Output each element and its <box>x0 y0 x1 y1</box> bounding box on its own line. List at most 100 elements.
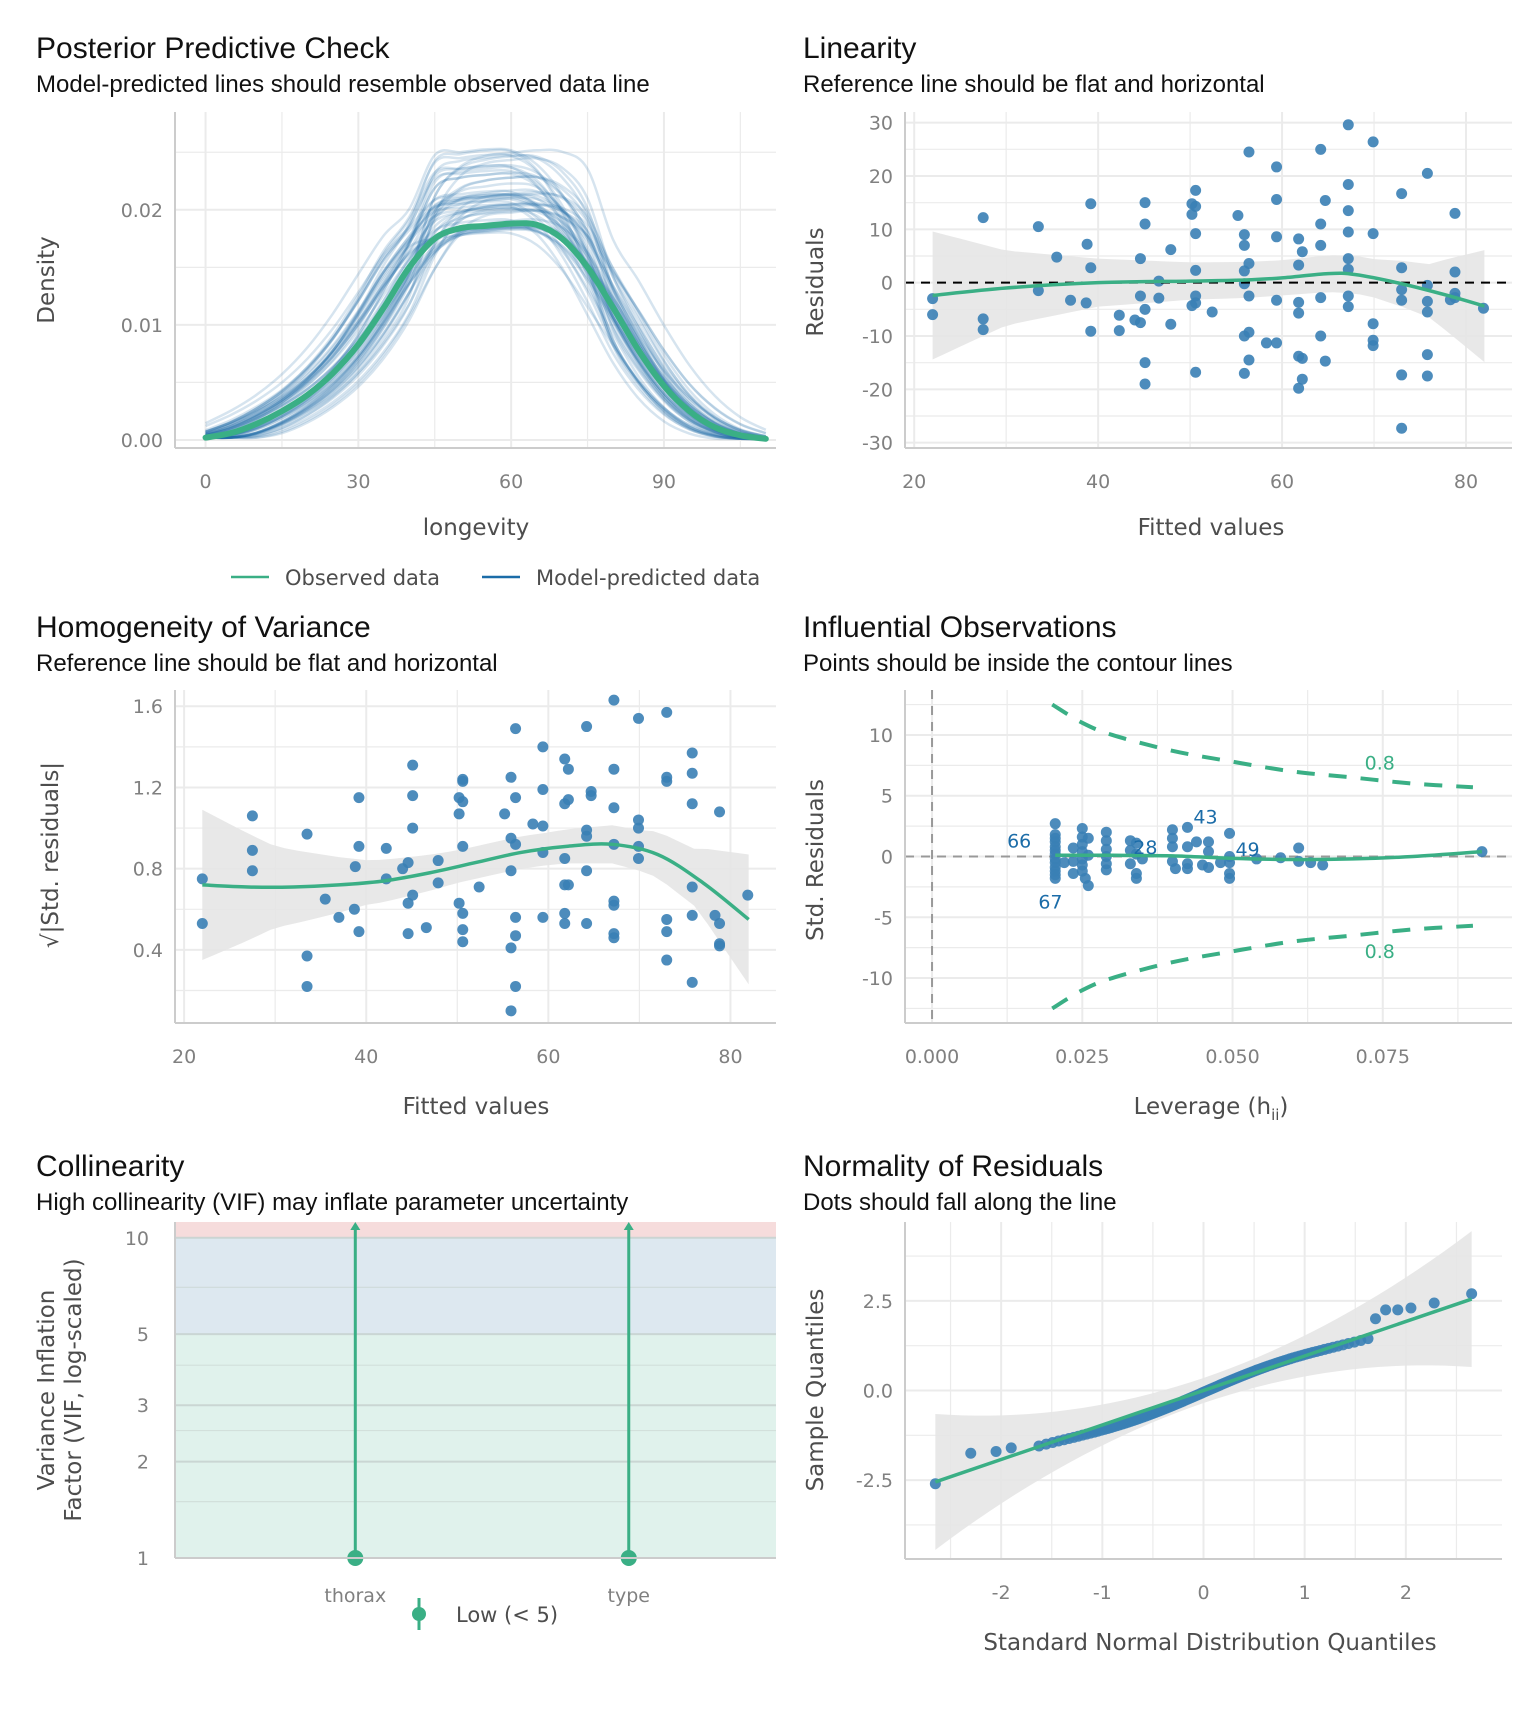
residual-point <box>510 980 522 992</box>
residual-point <box>407 889 419 901</box>
predicted-density-line <box>205 203 766 441</box>
panel-subtitle: Model-predicted lines should resemble ob… <box>36 71 650 98</box>
residual-point <box>661 706 673 718</box>
cook-contour-lower <box>1051 923 1474 1011</box>
confidence-band <box>202 809 749 985</box>
residual-point <box>632 853 644 865</box>
residual-point <box>301 828 313 840</box>
residual-point <box>1243 146 1255 158</box>
predicted-density-line <box>205 156 766 440</box>
y-tick-label: 1 <box>137 1548 149 1570</box>
residual-point <box>537 820 549 832</box>
residual-point <box>402 928 414 940</box>
residual-point <box>686 747 698 759</box>
x-axis-label-main: Leverage (h <box>1134 1094 1271 1120</box>
panel-posterior-predictive-check: Posterior Predictive Check Model-predict… <box>34 32 776 590</box>
residual-point <box>1051 251 1063 263</box>
panel-subtitle: Dots should fall along the line <box>803 1189 1117 1216</box>
x-axis-label: Standard Normal Distribution Quantiles <box>983 1630 1436 1656</box>
x-axis-label: Fitted values <box>1138 515 1285 541</box>
residual-point <box>1243 326 1255 338</box>
panel-title: Normality of Residuals <box>803 1150 1103 1183</box>
residual-point <box>1271 161 1283 173</box>
observation-point <box>1293 855 1305 867</box>
qq-reference-line <box>934 1297 1473 1484</box>
residual-point <box>457 924 469 936</box>
residual-point <box>527 818 539 830</box>
residual-point <box>510 838 522 850</box>
quantile-point <box>1370 1313 1382 1325</box>
x-tick-label: 0 <box>1197 1582 1209 1604</box>
residual-point <box>562 879 574 891</box>
observation-point <box>1067 855 1079 867</box>
residual-point <box>1139 197 1151 209</box>
residual-point <box>1190 228 1202 240</box>
marks <box>929 1231 1478 1550</box>
residual-point <box>562 763 574 775</box>
residual-point <box>1421 370 1433 382</box>
residual-point <box>686 881 698 893</box>
residual-point <box>1396 422 1408 434</box>
residual-point <box>246 844 258 856</box>
observation-point <box>1049 818 1061 830</box>
loess-line <box>202 842 750 921</box>
residual-point <box>1139 378 1151 390</box>
predicted-density-line <box>205 207 767 439</box>
y-tick-label: 1.2 <box>133 777 163 799</box>
residual-point <box>608 763 620 775</box>
x-tick-label: 1 <box>1299 1582 1311 1604</box>
residual-point <box>537 741 549 753</box>
observation-point <box>1049 872 1061 884</box>
y-tick-label: -30 <box>862 433 893 455</box>
residual-point <box>353 792 365 804</box>
cook-contour-upper <box>1051 702 1474 790</box>
residual-point <box>407 822 419 834</box>
residual-point <box>1396 284 1408 296</box>
x-tick-label: thorax <box>324 1585 386 1607</box>
predicted-density-line <box>205 202 767 437</box>
y-tick-label: 0.00 <box>121 430 163 452</box>
y-tick-label: 5 <box>137 1324 149 1346</box>
residual-point <box>1139 357 1151 369</box>
observation-point <box>1166 832 1178 844</box>
y-tick-label: 2 <box>137 1452 149 1474</box>
residual-point <box>1243 257 1255 269</box>
residual-point <box>1315 239 1327 251</box>
residual-point <box>473 881 485 893</box>
grid <box>175 1222 776 1558</box>
legend-label-observed: Observed data <box>285 566 440 590</box>
residual-point <box>1293 259 1305 271</box>
residual-point <box>196 873 208 885</box>
y-tick-label: 30 <box>869 113 893 135</box>
residual-point <box>559 907 571 919</box>
predicted-density-line <box>205 153 766 440</box>
residual-point <box>1421 306 1433 318</box>
residual-point <box>1315 292 1327 304</box>
outlier-label: 43 <box>1193 806 1217 828</box>
residual-point <box>1032 221 1044 233</box>
predicted-density-line <box>205 202 766 441</box>
residual-point <box>246 865 258 877</box>
residual-point <box>1232 209 1244 221</box>
panel-title: Homogeneity of Variance <box>36 611 371 644</box>
residual-point <box>505 942 517 954</box>
residual-point <box>1342 179 1354 191</box>
residual-point <box>505 1005 517 1017</box>
residual-point <box>380 842 392 854</box>
predicted-density-line <box>205 148 766 441</box>
axes: 0 30 60 90 0.00 0.01 0.02 <box>121 112 776 493</box>
residual-point <box>348 903 360 915</box>
y-axis-label: Density <box>34 236 60 323</box>
predicted-density-line <box>205 182 766 441</box>
predicted-density-line <box>205 209 767 437</box>
y-tick-label: 0 <box>881 847 893 869</box>
x-axis-label: longevity <box>423 515 529 541</box>
x-axis-label-sub: ii <box>1271 1106 1279 1124</box>
residual-point <box>1238 229 1250 241</box>
observation-point <box>1067 868 1079 880</box>
grid <box>175 112 776 448</box>
residual-point <box>1315 330 1327 342</box>
predicted-density-line <box>205 153 767 440</box>
residual-point <box>1271 193 1283 205</box>
residual-point <box>1296 352 1308 364</box>
